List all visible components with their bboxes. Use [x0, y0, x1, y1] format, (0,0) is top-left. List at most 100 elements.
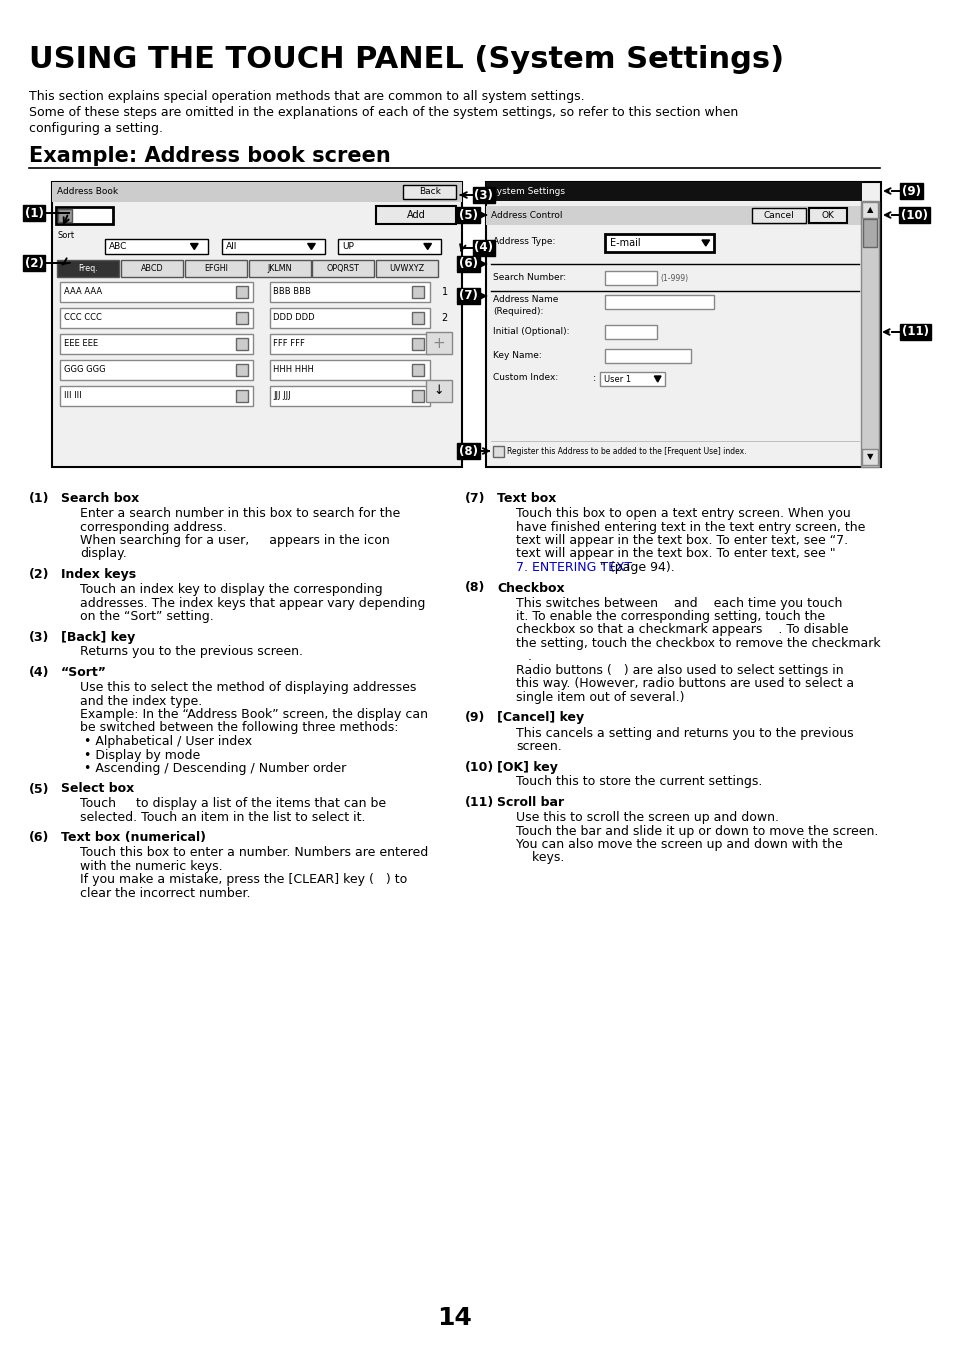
Text: Some of these steps are omitted in the explanations of each of the system settin: Some of these steps are omitted in the e… [29, 105, 737, 119]
Text: Example: In the “Address Book” screen, the display can: Example: In the “Address Book” screen, t… [80, 708, 428, 721]
Bar [493, 446, 503, 457]
Text: have finished entering text in the text entry screen, the: have finished entering text in the text … [516, 520, 864, 534]
Text: and the index type.: and the index type. [80, 694, 202, 708]
Text: text will appear in the text box. To enter text, see ": text will appear in the text box. To ent… [516, 547, 835, 561]
Polygon shape [191, 243, 198, 250]
Bar [249, 259, 310, 277]
Bar [412, 338, 423, 350]
Text: Example: Address book screen: Example: Address book screen [29, 146, 390, 166]
Text: Initial (Optional):: Initial (Optional): [493, 327, 569, 335]
Polygon shape [307, 243, 314, 250]
Text: EEE EEE: EEE EEE [64, 339, 98, 349]
Bar [337, 239, 440, 254]
Text: configuring a setting.: configuring a setting. [29, 122, 162, 135]
Bar [412, 286, 423, 299]
Text: text will appear in the text box. To enter text, see “7.: text will appear in the text box. To ent… [516, 534, 847, 547]
Bar [236, 312, 248, 324]
Text: DDD DDD: DDD DDD [274, 313, 314, 323]
Text: CCC CCC: CCC CCC [64, 313, 102, 323]
Bar [375, 259, 437, 277]
Bar [270, 282, 429, 303]
Bar [425, 332, 452, 354]
Text: (9): (9) [464, 712, 485, 724]
Text: Text box (numerical): Text box (numerical) [61, 831, 206, 844]
Text: Sort: Sort [57, 231, 74, 240]
Text: All: All [226, 242, 237, 251]
Bar [485, 182, 881, 467]
Text: OK: OK [821, 211, 833, 220]
Polygon shape [423, 243, 431, 250]
Text: (Required):: (Required): [493, 308, 543, 316]
Text: Touch this to store the current settings.: Touch this to store the current settings… [516, 775, 761, 789]
Text: HHH HHH: HHH HHH [274, 366, 314, 374]
Text: ABC: ABC [109, 242, 127, 251]
Text: This switches between    and    each time you touch: This switches between and each time you … [516, 597, 841, 609]
Text: Touch this box to enter a number. Numbers are entered: Touch this box to enter a number. Number… [80, 847, 428, 859]
Bar [808, 208, 846, 223]
Text: clear the incorrect number.: clear the incorrect number. [80, 888, 251, 900]
Text: [Back] key: [Back] key [61, 631, 135, 643]
Text: ▲: ▲ [866, 205, 872, 215]
Text: This cancels a setting and returns you to the previous: This cancels a setting and returns you t… [516, 727, 853, 739]
Text: UP: UP [341, 242, 354, 251]
Text: USING THE TOUCH PANEL (System Settings): USING THE TOUCH PANEL (System Settings) [29, 45, 782, 74]
Text: Select box: Select box [61, 782, 134, 796]
Bar [599, 372, 664, 386]
Bar [121, 259, 183, 277]
Text: OPQRST: OPQRST [327, 263, 359, 273]
Text: Freq.: Freq. [78, 263, 98, 273]
Text: [Cancel] key: [Cancel] key [497, 712, 583, 724]
Bar [604, 295, 714, 309]
Text: (4): (4) [474, 242, 493, 254]
Text: User 1: User 1 [603, 374, 630, 384]
Polygon shape [701, 240, 709, 246]
Bar [60, 359, 253, 380]
Text: JKLMN: JKLMN [267, 263, 292, 273]
Bar [862, 203, 878, 218]
Text: (7): (7) [458, 289, 477, 303]
Text: this way. (However, radio buttons are used to select a: this way. (However, radio buttons are us… [516, 677, 854, 690]
Bar [604, 349, 690, 363]
Bar [236, 338, 248, 350]
Text: (10): (10) [900, 208, 927, 222]
Text: (5): (5) [29, 782, 49, 796]
Text: GGG GGG: GGG GGG [64, 366, 106, 374]
Text: AAA AAA: AAA AAA [64, 288, 102, 296]
Bar [485, 182, 862, 201]
Text: 14: 14 [436, 1306, 472, 1329]
Text: You can also move the screen up and down with the: You can also move the screen up and down… [516, 838, 842, 851]
Text: Scroll bar: Scroll bar [497, 796, 564, 809]
Text: with the numeric keys.: with the numeric keys. [80, 861, 222, 873]
Bar [56, 207, 113, 224]
Text: 7. ENTERING TEXT: 7. ENTERING TEXT [516, 561, 632, 574]
Bar [604, 234, 714, 253]
Text: checkbox so that a checkmark appears    . To disable: checkbox so that a checkmark appears . T… [516, 624, 848, 636]
Text: Checkbox: Checkbox [497, 581, 564, 594]
Text: (3): (3) [474, 189, 493, 201]
Bar [58, 209, 72, 222]
Bar [375, 205, 456, 224]
Text: it. To enable the corresponding setting, touch the: it. To enable the corresponding setting,… [516, 611, 824, 623]
Text: Search box: Search box [61, 492, 139, 505]
Text: Address Name: Address Name [493, 296, 558, 304]
Text: 1: 1 [441, 286, 447, 297]
Text: display.: display. [80, 547, 127, 561]
Text: (9): (9) [902, 185, 920, 197]
Text: System Settings: System Settings [490, 186, 564, 196]
Bar [412, 312, 423, 324]
Text: Key Name:: Key Name: [493, 350, 541, 359]
Bar [60, 282, 253, 303]
Text: (5): (5) [458, 208, 477, 222]
Text: Address Control: Address Control [490, 211, 561, 220]
Text: :: : [592, 373, 595, 382]
Text: ABCD: ABCD [140, 263, 163, 273]
Text: (1-999): (1-999) [659, 273, 687, 282]
Bar [57, 259, 119, 277]
Text: Touch the bar and slide it up or down to move the screen.: Touch the bar and slide it up or down to… [516, 824, 878, 838]
Text: Address Type:: Address Type: [493, 238, 556, 246]
Bar [270, 386, 429, 407]
Bar [60, 308, 253, 328]
Bar [236, 286, 248, 299]
Bar [604, 326, 657, 339]
Text: (11): (11) [464, 796, 494, 809]
